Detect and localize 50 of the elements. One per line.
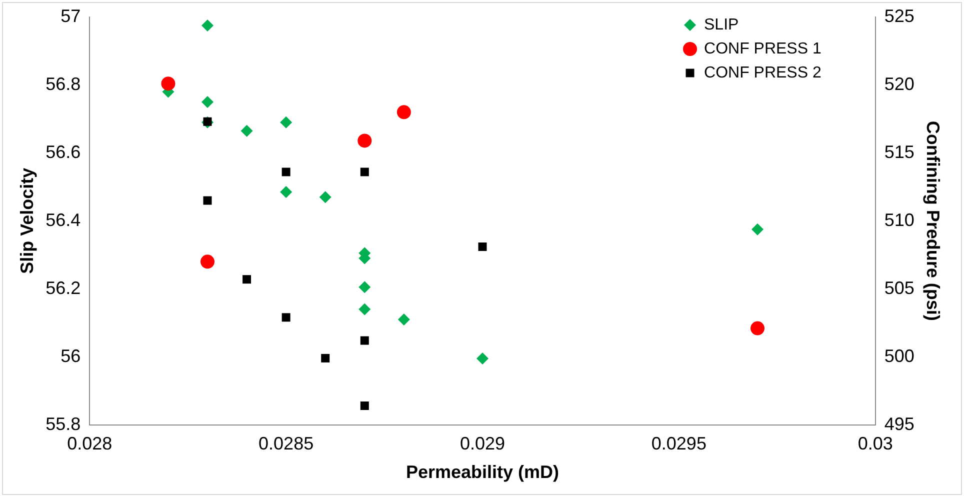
point bbox=[360, 168, 369, 176]
point bbox=[161, 76, 176, 91]
x-tick-label: 0.03 bbox=[858, 434, 893, 454]
x-axis-title: Permeability (mD) bbox=[406, 462, 560, 482]
x-tick-label: 0.028 bbox=[67, 434, 112, 454]
y-tick-label: 56.8 bbox=[46, 74, 81, 94]
point bbox=[280, 186, 292, 198]
legend-label: CONF PRESS 2 bbox=[704, 64, 822, 82]
y-tick-label: 56.6 bbox=[46, 142, 81, 162]
y-tick-label: 56.4 bbox=[46, 210, 81, 230]
point bbox=[240, 124, 253, 137]
legend-label: CONF PRESS 1 bbox=[704, 40, 822, 58]
point bbox=[280, 116, 292, 128]
point bbox=[360, 336, 369, 345]
point bbox=[282, 313, 290, 322]
point bbox=[319, 191, 332, 204]
point bbox=[282, 168, 290, 176]
y2-tick-label: 505 bbox=[884, 278, 914, 298]
y-axis-title: Slip Velocity bbox=[16, 168, 37, 274]
point bbox=[396, 105, 411, 120]
y2-tick-label: 495 bbox=[884, 414, 914, 434]
y2-axis-title: Confining Predure (psi) bbox=[923, 120, 944, 321]
point bbox=[750, 321, 765, 336]
x-tick-label: 0.029 bbox=[460, 434, 506, 454]
point bbox=[358, 281, 371, 294]
x-tick-label: 0.0285 bbox=[258, 434, 314, 454]
y2-tick-label: 500 bbox=[884, 346, 914, 366]
point bbox=[358, 134, 372, 148]
point bbox=[201, 19, 214, 32]
y2-tick-label: 515 bbox=[884, 142, 914, 162]
point bbox=[203, 196, 212, 205]
point bbox=[360, 402, 369, 410]
x-tick-label: 0.0295 bbox=[651, 434, 706, 454]
y2-tick-label: 525 bbox=[884, 6, 914, 26]
point bbox=[321, 354, 330, 362]
point bbox=[242, 275, 252, 284]
y-tick-label: 56.2 bbox=[46, 278, 81, 298]
point bbox=[200, 254, 214, 269]
y2-tick-label: 520 bbox=[884, 74, 914, 94]
point bbox=[478, 242, 487, 251]
point bbox=[398, 313, 410, 326]
legend-label: SLIP bbox=[704, 16, 739, 34]
point bbox=[476, 352, 488, 365]
y2-tick-label: 510 bbox=[884, 210, 914, 230]
point bbox=[752, 223, 764, 236]
y-tick-label: 57 bbox=[60, 6, 81, 26]
y-tick-label: 56 bbox=[60, 346, 81, 366]
point bbox=[201, 96, 214, 108]
point bbox=[358, 303, 371, 316]
y-tick-label: 55.8 bbox=[46, 414, 81, 434]
